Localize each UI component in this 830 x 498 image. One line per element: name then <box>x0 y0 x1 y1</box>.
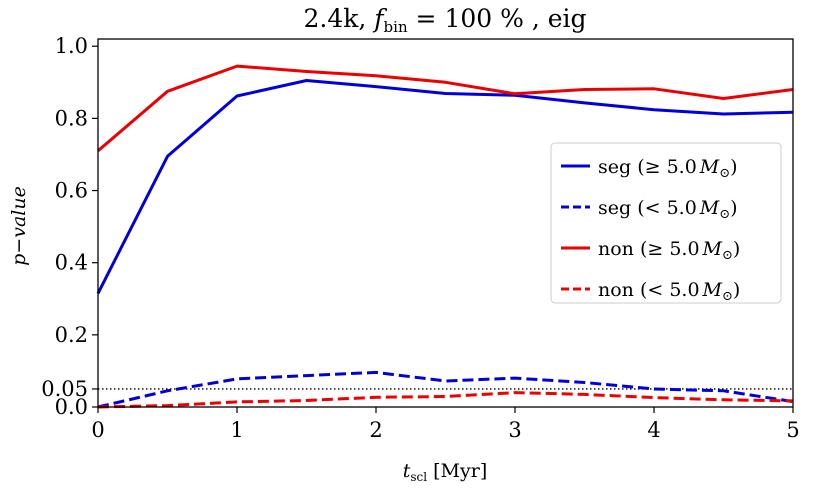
series-line-seg-lt <box>97 370 794 409</box>
x-tick-label: 1 <box>230 418 243 442</box>
x-tick-label: 0 <box>91 418 104 442</box>
x-label-sub: scl <box>410 470 427 484</box>
title-eq: = 100 % , eig <box>408 4 587 33</box>
chart-title: 2.4k, fbin = 100 % , eig <box>303 4 586 36</box>
axes-frame <box>97 38 794 408</box>
series-line-non-ge <box>97 64 794 152</box>
y-tick-label: 0.4 <box>55 251 88 275</box>
y-tick-label: 0.6 <box>55 179 88 203</box>
legend-label-2: non (≥ 5.0 M⊙) <box>598 238 740 263</box>
legend: seg (≥ 5.0 M⊙) seg (< 5.0 M⊙) non (≥ 5.0 M⊙) n… <box>550 142 782 304</box>
x-tick-label: 2 <box>369 418 382 442</box>
y-tick-label: 0.2 <box>55 323 88 347</box>
title-sub: bin <box>384 18 408 36</box>
title-f: f <box>372 4 387 33</box>
axes: 0 1 2 3 4 5 0.00.05 0.2 0.4 0.6 0.8 1.0 <box>41 34 799 442</box>
x-tick-label: 5 <box>786 418 799 442</box>
y-tick-label: 0.0 <box>55 395 88 419</box>
y-tick-label: 0.05 <box>41 377 88 401</box>
series-line-non-lt <box>97 391 794 409</box>
y-axis-label-text: p−value <box>8 186 30 266</box>
plot-area <box>96 64 794 409</box>
legend-label-0: seg (≥ 5.0 M⊙) <box>598 156 738 181</box>
legend-frame <box>550 142 782 304</box>
legend-label-3: non (< 5.0 M⊙) <box>598 279 740 304</box>
series-line-seg-ge <box>96 79 794 295</box>
legend-label-1: seg (< 5.0 M⊙) <box>598 197 738 222</box>
x-label-rest: [Myr] <box>427 460 487 482</box>
x-axis-label: tscl [Myr] <box>403 460 488 484</box>
x-tick-label: 4 <box>647 418 660 442</box>
y-tick-label: 0.8 <box>55 106 88 130</box>
x-tick-label: 3 <box>508 418 521 442</box>
y-tick-label: 1.0 <box>55 34 88 58</box>
y-axis-label: p−value <box>8 186 30 266</box>
title-prefix: 2.4k, <box>303 4 374 33</box>
x-label-t: t <box>403 460 411 482</box>
